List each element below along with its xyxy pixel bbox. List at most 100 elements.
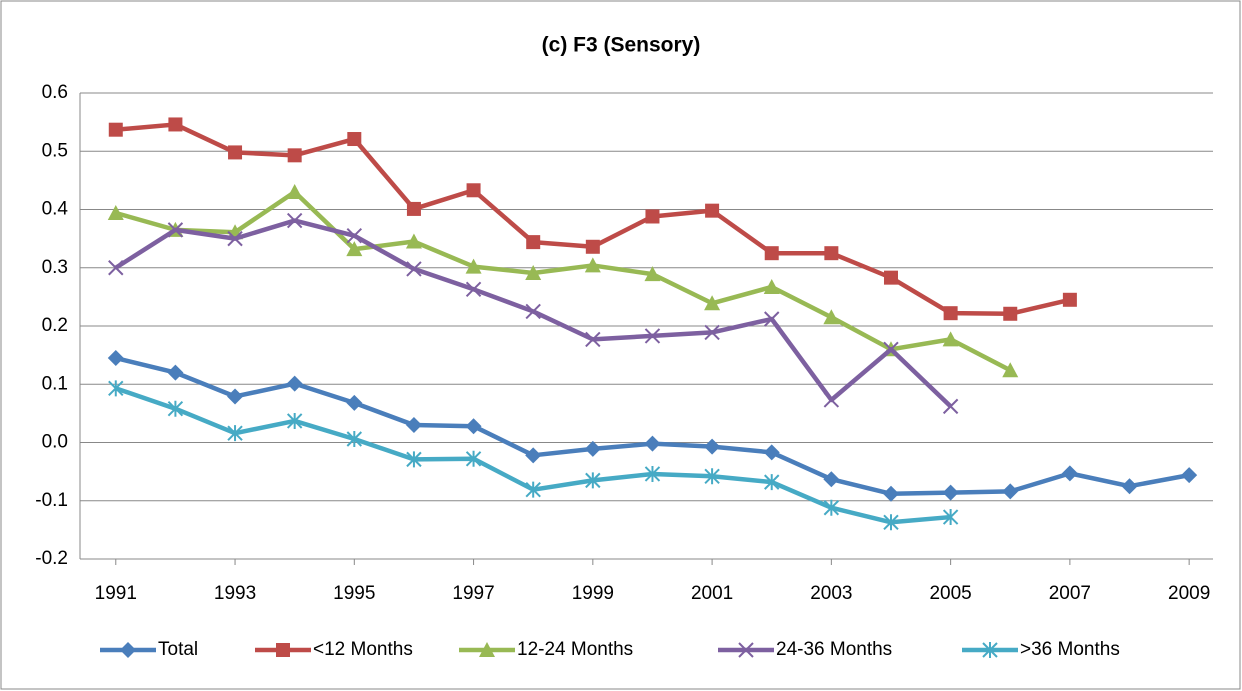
legend-item: <12 Months [255,639,413,660]
marker [346,394,363,411]
marker [108,380,124,397]
legend-label: 12-24 Months [517,639,633,660]
marker [824,246,839,261]
legend-label: >36 Months [1020,639,1120,660]
marker [764,246,779,261]
marker [1002,483,1019,500]
legend-label: Total [158,639,198,660]
marker [943,306,958,321]
marker [347,132,362,147]
marker [406,451,422,468]
marker [644,266,661,282]
marker [227,388,244,405]
legend-label: 24-36 Months [776,639,892,660]
y-tick-label: 0.3 [42,257,68,278]
marker [406,201,421,216]
x-tick-label: 2007 [1049,583,1091,604]
marker [346,431,363,448]
marker [1181,467,1198,484]
marker [167,400,184,417]
marker [704,295,721,311]
marker [942,509,959,526]
marker [107,204,124,220]
marker [644,435,661,452]
marker [525,447,542,464]
marker [465,258,482,274]
marker [764,311,780,327]
marker [120,642,136,658]
marker [406,261,422,277]
marker [704,324,720,341]
marker [525,303,541,320]
legend-label: <12 Months [313,639,413,660]
x-tick-label: 1995 [333,583,375,604]
y-tick-label: 0.0 [42,432,68,453]
legend-item: >36 Months [962,639,1120,660]
marker [738,642,754,658]
y-tick-label: -0.1 [35,490,68,511]
x-tick-label: 1993 [214,583,256,604]
marker [823,392,840,408]
x-tick-label: 1991 [95,583,137,604]
marker [465,418,482,435]
x-tick-label: 1997 [452,583,494,604]
marker [465,281,482,298]
marker [942,484,959,501]
marker [1062,292,1077,307]
marker [823,309,840,325]
marker [982,642,998,658]
y-tick-label: 0.6 [42,82,68,103]
marker [525,481,541,498]
marker [479,642,495,657]
x-tick-label: 2001 [691,583,733,604]
marker [168,117,183,132]
legend-item: Total [100,639,198,660]
marker [704,468,720,485]
marker [465,450,482,467]
legend-item: 12-24 Months [459,639,633,660]
marker [525,264,542,280]
marker [227,425,243,442]
marker [704,438,721,455]
marker [286,412,303,429]
y-tick-label: 0.4 [42,199,69,220]
marker [823,499,840,516]
y-tick-label: 0.5 [42,140,68,161]
marker [346,241,363,257]
marker [883,341,899,358]
marker [466,183,481,198]
x-tick-label: 2003 [810,583,852,604]
series-line [115,189,1012,373]
marker [405,233,422,249]
marker [644,465,661,482]
marker [585,239,600,254]
x-tick-label: 2005 [929,583,971,604]
marker [526,235,541,250]
marker [882,485,899,502]
marker [167,222,184,238]
marker [286,184,303,200]
marker [276,643,290,657]
marker [585,331,601,348]
y-tick-label: -0.2 [35,548,68,569]
marker [883,514,899,531]
marker [227,230,243,247]
marker [1002,362,1019,378]
marker [942,331,959,347]
y-tick-label: 0.2 [42,315,68,336]
y-tick-label: 0.1 [42,373,68,394]
marker [167,364,184,381]
chart-title: (c) F3 (Sensory) [542,34,701,57]
marker [584,257,601,273]
marker [645,209,660,224]
marker [942,398,959,415]
legend-item: 24-36 Months [718,639,892,660]
marker [346,228,363,244]
marker [644,328,661,344]
marker [286,212,303,229]
marker [584,440,601,457]
marker [228,145,243,160]
